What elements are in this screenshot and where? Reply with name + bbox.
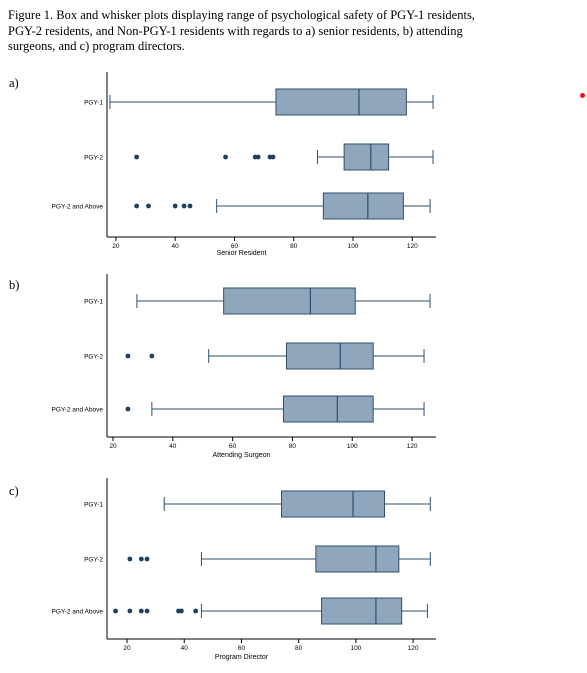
group-label: PGY-2 and Above xyxy=(52,609,104,616)
group-label: PGY-2 xyxy=(84,354,103,361)
outlier-point xyxy=(172,203,178,209)
group-label: PGY-1 xyxy=(84,299,103,306)
x-tick-label: 120 xyxy=(407,443,418,450)
outlier-point xyxy=(255,154,261,160)
boxplot-program-director: 20 40 60 80 100 120 Program Director PGY-1 PGY-2… xyxy=(52,478,436,661)
iqr-box xyxy=(282,395,374,423)
iqr-box xyxy=(322,192,404,220)
outlier-point xyxy=(187,203,193,209)
x-tick-label: 40 xyxy=(172,243,180,250)
group-label: PGY-2 xyxy=(84,155,103,162)
group-label: PGY-1 xyxy=(84,100,103,107)
x-tick-label: 60 xyxy=(238,645,246,652)
x-tick-label: 100 xyxy=(350,645,361,652)
outlier-point xyxy=(178,608,184,614)
panel-a-letter: a) xyxy=(9,76,19,90)
red-marker-dot xyxy=(580,93,585,98)
outlier-point xyxy=(138,556,144,562)
group-label: PGY-2 and Above xyxy=(52,204,104,211)
outlier-point xyxy=(181,203,187,209)
boxplot-senior-resident: 20 40 60 80 100 120 Senior Resident PGY-1 PGY-2 P… xyxy=(52,72,436,257)
outlier-point xyxy=(127,608,133,614)
outlier-point xyxy=(113,608,118,614)
iqr-box xyxy=(281,490,386,518)
iqr-box xyxy=(223,287,356,315)
group-label: PGY-2 xyxy=(84,557,103,564)
x-tick-label: 80 xyxy=(295,645,303,652)
x-tick-label: 120 xyxy=(407,243,418,250)
outlier-point xyxy=(125,406,131,412)
x-tick-label: 20 xyxy=(109,443,117,450)
x-tick-label: 80 xyxy=(289,443,297,450)
x-tick-label: 40 xyxy=(181,645,189,652)
x-axis-label: Program Director xyxy=(215,654,269,661)
panel-c-letter: c) xyxy=(9,484,19,498)
x-tick-label: 60 xyxy=(231,243,239,250)
outlier-point xyxy=(149,353,155,359)
group-label: PGY-1 xyxy=(84,502,103,509)
x-tick-label: 80 xyxy=(290,243,298,250)
group-label: PGY-2 and Above xyxy=(52,407,104,414)
x-axis-label: Attending Surgeon xyxy=(213,452,271,459)
outlier-point xyxy=(134,154,140,160)
figure-caption: Figure 1. Box and whisker plots displayi… xyxy=(8,8,475,53)
outlier-point xyxy=(193,608,199,614)
iqr-box xyxy=(285,342,374,370)
x-tick-label: 20 xyxy=(112,243,120,250)
outlier-point xyxy=(138,608,144,614)
outlier-point xyxy=(223,154,228,160)
outlier-point xyxy=(144,556,150,562)
outlier-point xyxy=(270,154,276,160)
outlier-point xyxy=(144,608,150,614)
x-tick-label: 60 xyxy=(229,443,237,450)
boxplot-attending-surgeon: 20 40 60 80 100 120 Attending Surgeon PGY-1 PGY-… xyxy=(52,274,436,459)
x-tick-label: 100 xyxy=(347,443,358,450)
iqr-box xyxy=(315,545,400,573)
x-tick-label: 120 xyxy=(408,645,419,652)
outlier-point xyxy=(125,353,131,359)
x-axis-label: Senior Resident xyxy=(217,250,267,257)
outlier-point xyxy=(134,203,140,209)
iqr-box xyxy=(343,143,390,171)
iqr-box xyxy=(321,597,403,625)
x-tick-label: 40 xyxy=(169,443,177,450)
x-tick-label: 20 xyxy=(123,645,131,652)
panel-b-letter: b) xyxy=(9,278,20,292)
outlier-point xyxy=(127,556,133,562)
x-tick-label: 100 xyxy=(348,243,359,250)
outlier-point xyxy=(146,203,151,209)
iqr-box xyxy=(275,88,407,116)
